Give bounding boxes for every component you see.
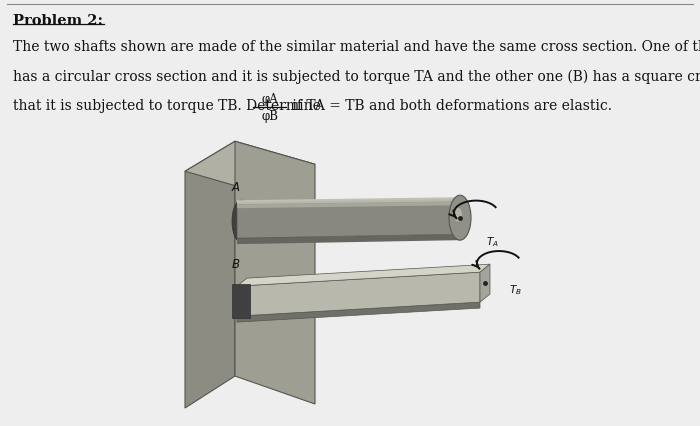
Ellipse shape [449,195,471,240]
Polygon shape [480,264,490,302]
Text: $T_A$: $T_A$ [486,236,499,250]
Polygon shape [237,234,460,244]
Polygon shape [185,141,235,408]
Text: Problem 2:: Problem 2: [13,14,103,28]
Polygon shape [237,272,480,316]
Polygon shape [237,197,460,204]
Text: B: B [232,258,240,271]
Text: that it is subjected to torque TB. Determine: that it is subjected to torque TB. Deter… [13,99,325,113]
Polygon shape [185,141,315,194]
Polygon shape [232,284,250,318]
Ellipse shape [232,200,250,242]
Polygon shape [237,264,490,286]
Ellipse shape [454,208,462,222]
Polygon shape [237,302,480,322]
Text: φA: φA [261,93,278,106]
Text: A: A [232,181,240,194]
Polygon shape [237,201,460,238]
Text: The two shafts shown are made of the similar material and have the same cross se: The two shafts shown are made of the sim… [13,39,700,53]
Polygon shape [237,199,460,208]
Text: $T_B$: $T_B$ [509,283,522,297]
Text: φB: φB [261,110,278,123]
Text: has a circular cross section and it is subjected to torque TA and the other one : has a circular cross section and it is s… [13,69,700,83]
Text: if TA = TB and both deformations are elastic.: if TA = TB and both deformations are ela… [288,99,612,113]
Polygon shape [235,141,315,404]
